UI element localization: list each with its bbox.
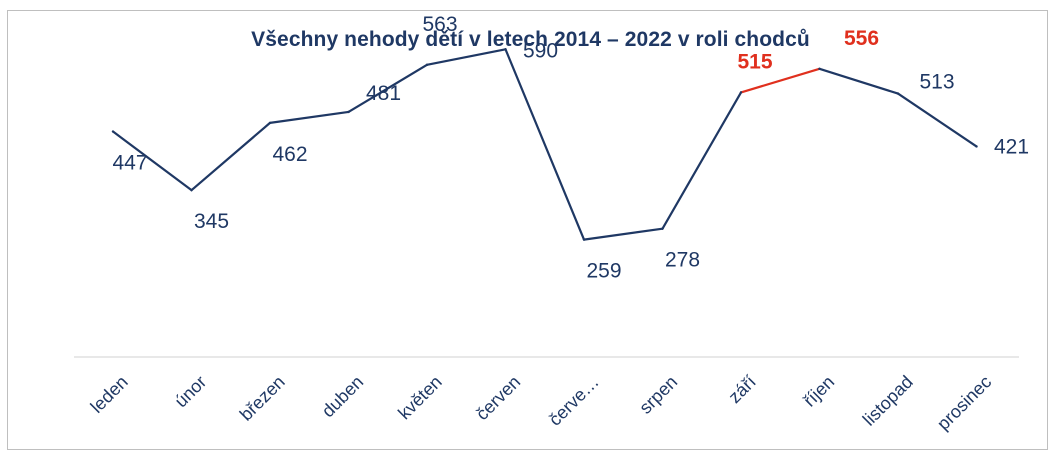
x-tick-label: leden — [87, 372, 132, 417]
line-segment — [896, 92, 978, 148]
data-label: 563 — [422, 13, 457, 36]
data-point — [347, 110, 350, 114]
line-segment — [190, 121, 272, 192]
x-tick-label: červen — [472, 372, 524, 424]
data-labels: 447 345 462 481 563 590 259 278 515 556 513 421 — [112, 13, 1029, 283]
data-label: 462 — [272, 143, 307, 166]
data-label: 556 — [844, 27, 879, 50]
data-label: 590 — [523, 39, 558, 62]
line-segment — [504, 48, 586, 241]
data-point — [425, 63, 429, 67]
line-segment — [582, 227, 664, 241]
x-tick-label: prosinec — [933, 372, 995, 434]
data-point — [661, 227, 664, 230]
x-tick-label: březen — [236, 372, 289, 425]
line-segment — [818, 67, 900, 95]
data-point — [190, 188, 193, 192]
line-segment — [111, 130, 193, 192]
line-segment — [268, 110, 350, 124]
data-point — [504, 48, 507, 51]
chart-title: Všechny nehody dětí v letech 2014 – 2022… — [251, 28, 810, 51]
data-point — [818, 67, 821, 71]
data-label: 447 — [112, 152, 147, 175]
data-point — [268, 121, 272, 125]
x-tick-label: únor — [171, 372, 211, 412]
x-tick-label: listopad — [859, 372, 917, 430]
data-point — [975, 145, 978, 148]
line-segment — [661, 91, 743, 230]
data-label: 259 — [586, 260, 621, 283]
data-point — [582, 238, 586, 241]
x-tick-label: srpen — [635, 372, 681, 418]
data-label: 481 — [366, 82, 401, 105]
data-point — [739, 91, 743, 94]
data-point — [111, 130, 115, 133]
x-tick-label: září — [724, 372, 759, 407]
data-label: 278 — [665, 249, 700, 272]
x-tick-label: říjen — [799, 372, 838, 411]
chart-frame — [7, 10, 1048, 450]
x-tick-label: duben — [318, 372, 368, 422]
line-segment — [739, 67, 821, 94]
data-label: 421 — [994, 135, 1029, 158]
line-segment — [347, 63, 429, 114]
x-tick-label: květen — [394, 372, 446, 424]
data-point — [896, 92, 900, 95]
data-points — [111, 48, 978, 241]
line-segment — [425, 48, 507, 66]
data-label: 345 — [194, 210, 229, 233]
x-tick-labels: leden únor březen duben květen červen červe… sr… — [87, 372, 996, 434]
x-tick-label: červe… — [545, 372, 603, 430]
data-label: 515 — [737, 50, 772, 73]
line-segments — [111, 48, 978, 241]
data-label: 513 — [919, 71, 954, 94]
